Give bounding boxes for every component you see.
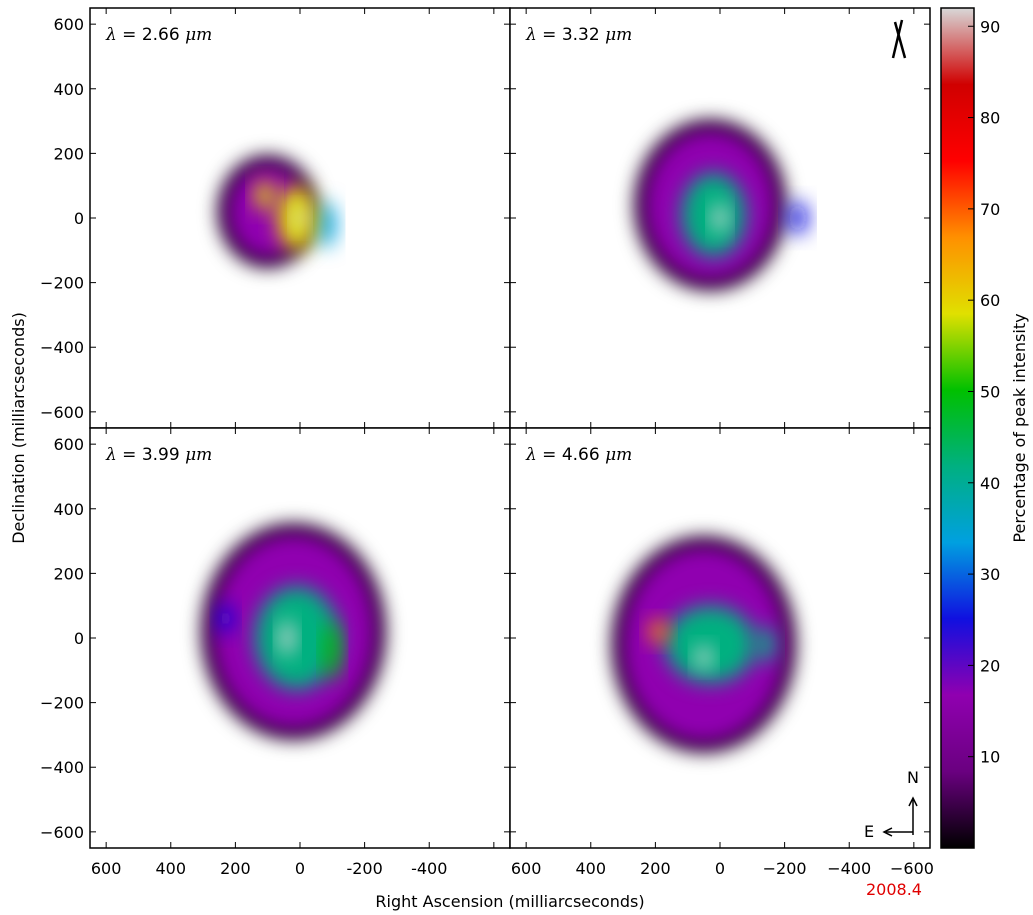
x-tick-label: 600 (91, 859, 122, 878)
x-tick-label: 400 (155, 859, 186, 878)
x-tick-label: 400 (575, 859, 606, 878)
panel-2-blob-3 (324, 621, 341, 681)
panel-0-blob-3 (254, 180, 275, 210)
panel-0-label-text: = 2.66 (117, 25, 185, 45)
colorbar-tick-label: 90 (980, 17, 1000, 36)
x-axis-title: Right Ascension (milliarcseconds) (375, 892, 644, 911)
orientation-glyph-icon (891, 19, 907, 59)
compass-east-label: E (864, 822, 874, 841)
x-tick-label: -200 (346, 859, 382, 878)
colorbar-tick-label: 30 (980, 565, 1000, 584)
panel-3-blob-4 (695, 646, 712, 669)
panel-0-blob-4 (293, 206, 307, 230)
x-tick-label: −400 (827, 859, 871, 878)
panel-1-blob-1 (787, 201, 808, 235)
x-tick-label: 200 (220, 859, 251, 878)
x-tick-label: −600 (890, 859, 934, 878)
colorbar-tick-label: 70 (980, 200, 1000, 219)
x-tick-label: 600 (511, 859, 542, 878)
tick-group: 600 400 200 0 −200 −400 −600 600 400 200 0 −200 −400… (40, 8, 934, 878)
panel-2-label-text: = 3.99 (117, 445, 185, 465)
panel-0-unit: μm (185, 25, 212, 45)
panel-group (89, 7, 931, 849)
panel-2-image (90, 428, 510, 848)
compass-north-arrowhead (908, 796, 918, 807)
colorbar-label: Percentage of peak intensity (1010, 313, 1029, 542)
y-tick-label: 600 (53, 435, 84, 454)
colorbar-tick-label: 40 (980, 474, 1000, 493)
panel-3-blob-3 (648, 620, 669, 643)
y-tick-label: 0 (74, 629, 84, 648)
colorbar-gradient (940, 7, 975, 849)
panel-3-blob-1 (665, 605, 756, 684)
compass-east-arrowhead (882, 827, 893, 837)
panel-1-unit: μm (605, 25, 632, 45)
y-tick-label: 400 (53, 500, 84, 519)
epoch-label: 2008.4 (866, 880, 922, 899)
y-tick-label: −400 (40, 338, 84, 357)
y-tick-label: −600 (40, 403, 84, 422)
colorbar-tick-label: 60 (980, 291, 1000, 310)
colorbar-tick-label: 80 (980, 109, 1000, 128)
panel-0-image (90, 8, 510, 428)
x-tick-label: 200 (640, 859, 671, 878)
y-axis-title: Declination (milliarcseconds) (9, 312, 28, 544)
compass: N E (864, 768, 919, 841)
panel-0-blob-1 (316, 201, 336, 248)
panel-2-unit: μm (185, 445, 212, 465)
panel-0-label: λ = 2.66 μm (105, 25, 212, 45)
x-tick-label: -400 (411, 859, 447, 878)
panel-2-blob-2 (254, 586, 339, 690)
y-tick-label: −200 (40, 694, 84, 713)
x-tick-label: 0 (715, 859, 725, 878)
panel-1-label-text: = 3.32 (537, 25, 605, 45)
panel-1-image (510, 8, 930, 428)
colorbar-tick-label: 20 (980, 656, 1000, 675)
compass-north-label: N (907, 768, 919, 787)
y-tick-label: 400 (53, 80, 84, 99)
x-tick-label: 0 (295, 859, 305, 878)
y-tick-label: 200 (53, 144, 84, 163)
y-tick-label: −400 (40, 758, 84, 777)
colorbar: 10 20 30 40 50 60 70 80 90 (940, 7, 1000, 849)
y-tick-label: −200 (40, 274, 84, 293)
x-tick-label: −200 (763, 859, 807, 878)
panel-3-label: λ = 4.66 μm (525, 445, 632, 465)
panel-3-blob-2 (755, 626, 775, 663)
y-tick-label: 0 (74, 209, 84, 228)
panel-3-unit: μm (605, 445, 632, 465)
panel-3-label-text: = 4.66 (537, 445, 605, 465)
panel-2-blob-1 (217, 604, 234, 634)
y-tick-label: −600 (40, 823, 84, 842)
y-tick-label: 600 (53, 15, 84, 34)
colorbar-tick-label: 10 (980, 748, 1000, 767)
panel-1-label: λ = 3.32 μm (525, 25, 632, 45)
y-tick-label: 200 (53, 564, 84, 583)
panel-2-blob-4 (279, 620, 295, 656)
colorbar-tick-label: 50 (980, 382, 1000, 401)
panel-2-label: λ = 3.99 μm (105, 445, 212, 465)
panel-1-blob-3 (712, 203, 728, 233)
panel-3-image (510, 428, 930, 848)
